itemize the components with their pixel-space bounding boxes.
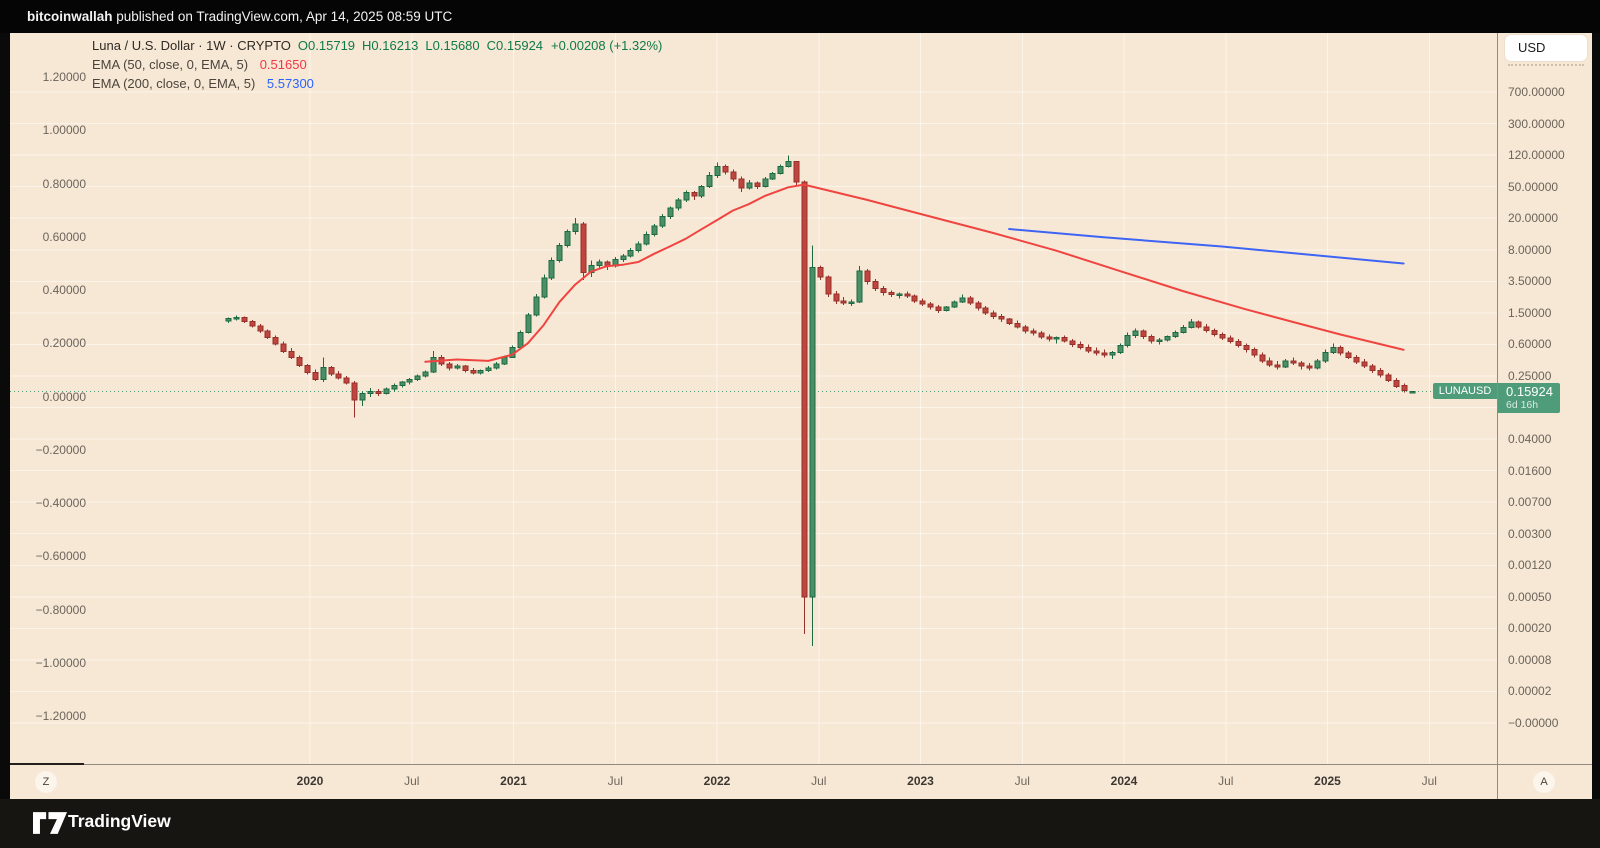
time-tick-month: Jul: [1014, 774, 1030, 788]
right-scale-tick: 0.04000: [1508, 432, 1552, 447]
footer-bar: TradingView: [0, 799, 1600, 848]
axis-corner-separator: [1497, 765, 1498, 800]
right-scale-tick: 0.00120: [1508, 558, 1552, 573]
right-scale-tick: 8.00000: [1508, 242, 1552, 257]
left-scale-tick: −1.20000: [35, 709, 86, 723]
currency-button[interactable]: USD: [1505, 35, 1587, 61]
ohlc-item: O0.15719: [297, 38, 356, 53]
grid-lines: [10, 33, 1497, 764]
auto-scale-button[interactable]: A: [1533, 771, 1555, 793]
legend-ema200-row[interactable]: EMA (200, close, 0, EMA, 5) 5.57300: [92, 75, 662, 93]
time-tick-month: Jul: [1218, 774, 1234, 788]
left-scale-tick: 0.40000: [42, 283, 86, 297]
symbol-title: Luna / U.S. Dollar · 1W · CRYPTO: [92, 38, 291, 53]
time-tick-year: 2025: [1314, 774, 1341, 788]
left-scale-tick: 0.60000: [42, 229, 86, 244]
time-tick-year: 2021: [500, 774, 527, 788]
ohlc-values: O0.15719 H0.16213 L0.15680 C0.15924: [291, 38, 543, 53]
right-scale-tick: 0.00020: [1508, 621, 1552, 636]
ema50-value: 0.51650: [259, 57, 307, 72]
time-tick-year: 2024: [1110, 774, 1138, 788]
right-scale-tick: −0.00000: [1508, 716, 1559, 730]
time-tick-month: Jul: [1421, 774, 1437, 788]
right-scale-tick: 700.00000: [1508, 85, 1565, 99]
legend-ema50-row[interactable]: EMA (50, close, 0, EMA, 5) 0.51650: [92, 56, 662, 74]
left-scale-tick: 1.20000: [42, 70, 86, 84]
right-scale-tick: 3.50000: [1508, 274, 1552, 289]
time-tick-month: Jul: [607, 774, 623, 788]
left-scale-tick: −0.60000: [35, 549, 86, 564]
right-scale-tick: 0.00300: [1508, 526, 1552, 541]
time-tick-month: Jul: [404, 774, 420, 788]
time-tick-month: Jul: [811, 774, 827, 788]
right-scale-tick: 0.00050: [1508, 589, 1552, 604]
ema200-value: 5.57300: [266, 76, 314, 91]
right-scale-tick: 50.00000: [1508, 179, 1559, 194]
right-scale-tick: 120.00000: [1508, 148, 1565, 163]
ohlc-item: L0.15680: [425, 38, 480, 53]
left-scale-tick: −1.00000: [35, 655, 86, 670]
right-scale-tick: 0.00700: [1508, 495, 1552, 510]
right-scale-tick: 0.00008: [1508, 652, 1552, 667]
timezone-button[interactable]: Z: [35, 771, 57, 793]
time-tick-year: 2020: [296, 774, 324, 788]
bar-countdown: 6d 16h: [1506, 399, 1539, 412]
ema50-line: [424, 183, 1405, 363]
current-price-badge: 0.15924 6d 16h: [1498, 383, 1560, 414]
publish-info: published on TradingView.com, Apr 14, 20…: [112, 9, 453, 24]
left-scale-tick: 0.80000: [42, 176, 86, 191]
ema50-label: EMA (50, close, 0, EMA, 5): [92, 57, 249, 72]
right-scale-tick: 20.00000: [1508, 211, 1559, 226]
right-scale-tick: 0.25000: [1508, 368, 1552, 383]
ohlc-item: C0.15924: [486, 38, 544, 53]
left-scale-tick: 1.00000: [42, 123, 86, 138]
left-scale-tick: −0.20000: [35, 442, 86, 457]
chart-panel: Luna / U.S. Dollar · 1W · CRYPTO O0.15719…: [10, 33, 1592, 800]
time-tick-year: 2022: [703, 774, 731, 788]
time-tick-year: 2023: [907, 774, 934, 788]
price-change: +0.00208 (+1.32%): [551, 38, 663, 53]
scale-handle-dots: [1508, 64, 1584, 66]
ema200-label: EMA (200, close, 0, EMA, 5): [92, 76, 256, 91]
publisher-username: bitcoinwallah: [27, 9, 113, 24]
right-scale-tick: 0.00002: [1508, 684, 1552, 699]
ohlc-item: H0.16213: [362, 38, 419, 53]
candlesticks: [225, 155, 1416, 646]
price-chart[interactable]: [10, 33, 1592, 764]
right-scale-tick: 0.60000: [1508, 337, 1552, 352]
legend-symbol-row[interactable]: Luna / U.S. Dollar · 1W · CRYPTO O0.15719…: [92, 37, 662, 55]
ema200-line: [1008, 228, 1405, 265]
chart-legend: Luna / U.S. Dollar · 1W · CRYPTO O0.15719…: [92, 37, 662, 94]
symbol-price-tag: LUNAUSD: [1433, 383, 1497, 400]
left-scale-tick: −0.80000: [35, 602, 86, 617]
right-scale-tick: 0.01600: [1508, 463, 1552, 478]
time-scale[interactable]: Z A 2020 Jul 2021 Jul 2022 Jul 2023 Jul 2024 Jul 2…: [10, 763, 1592, 800]
tradingview-logo-icon[interactable]: [33, 812, 67, 834]
tradingview-brand[interactable]: TradingView: [68, 811, 171, 831]
current-price-value: 0.15924: [1506, 384, 1553, 400]
time-scale-dark-segment: [10, 763, 84, 765]
left-scale-tick: −0.40000: [35, 496, 86, 510]
right-scale-tick: 1.50000: [1508, 305, 1552, 320]
publish-bar: bitcoinwallah published on TradingView.c…: [0, 0, 1600, 33]
left-scale-tick: 0.20000: [42, 336, 86, 351]
left-scale-tick: 0.00000: [42, 389, 86, 404]
right-scale-tick: 300.00000: [1508, 116, 1565, 131]
